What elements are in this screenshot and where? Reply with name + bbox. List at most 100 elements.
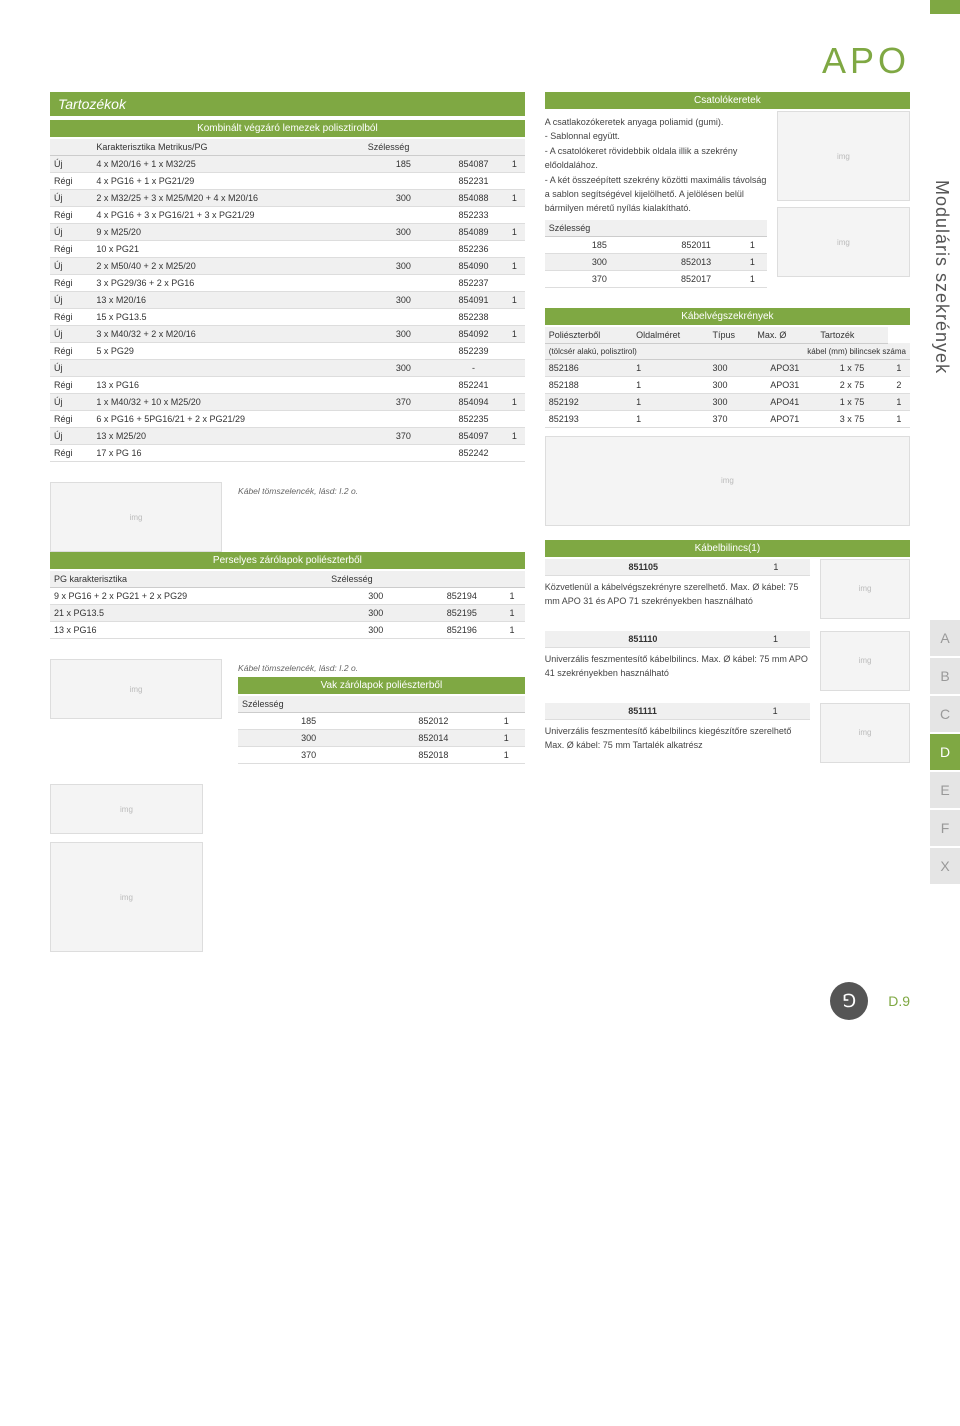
cell: 1: [499, 622, 525, 639]
side-vertical-label: Moduláris szekrények: [931, 180, 952, 374]
cell: 852236: [443, 241, 504, 258]
table-row: Új13 x M20/163008540911: [50, 292, 525, 309]
cell: 10 x PG21: [92, 241, 363, 258]
cell: [504, 241, 525, 258]
vak-header: Vak zárólapok poliészterből: [238, 677, 525, 694]
cell: 854094: [443, 394, 504, 411]
cell: 3 x PG29/36 + 2 x PG16: [92, 275, 363, 292]
cell: APO31: [753, 376, 816, 393]
cell: 852192: [545, 393, 632, 410]
cell: 300: [327, 588, 424, 605]
col-header: [424, 571, 499, 588]
cell: 300: [709, 376, 754, 393]
cell: Új: [50, 394, 92, 411]
table-row: 8521931370APO713 x 751: [545, 410, 910, 427]
table-row: Régi13 x PG16852241: [50, 377, 525, 394]
cell: 852239: [443, 343, 504, 360]
col-header: [379, 696, 487, 713]
cell: 852231: [443, 173, 504, 190]
table-row: Régi4 x PG16 + 3 x PG16/21 + 3 x PG21/29…: [50, 207, 525, 224]
table-row: 3008520131: [545, 253, 767, 270]
cell: 3 x 75: [816, 410, 887, 427]
cell: [504, 309, 525, 326]
cell: 4 x PG16 + 1 x PG21/29: [92, 173, 363, 190]
cell: 852238: [443, 309, 504, 326]
cell: 300: [364, 326, 443, 343]
cell: 9 x M25/20: [92, 224, 363, 241]
cell: Új: [50, 326, 92, 343]
cell: 1: [488, 730, 525, 747]
cell: [364, 309, 443, 326]
cell: 13 x PG16: [50, 622, 327, 639]
table-row: Új13 x M25/203708540971: [50, 428, 525, 445]
cell: 854097: [443, 428, 504, 445]
table-row: Új2 x M50/40 + 2 x M25/203008540901: [50, 258, 525, 275]
cell: [504, 377, 525, 394]
side-tab-f[interactable]: F: [930, 810, 960, 848]
cell: [504, 207, 525, 224]
table-row: 3708520171: [545, 270, 767, 287]
cell: 852193: [545, 410, 632, 427]
side-tab-d[interactable]: D: [930, 734, 960, 772]
cell: 3 x M40/32 + 2 x M20/16: [92, 326, 363, 343]
col-header: [738, 220, 767, 237]
cell: 15 x PG13.5: [92, 309, 363, 326]
cell: 4 x PG16 + 3 x PG16/21 + 3 x PG21/29: [92, 207, 363, 224]
bilincs-header: Kábelbilincs(1): [545, 540, 910, 557]
kv-sub: (tölcsér alakú, polisztirol): [545, 343, 754, 359]
col-header: [443, 139, 504, 156]
cell: 1: [488, 747, 525, 764]
cell: 300: [327, 605, 424, 622]
cell: 300: [364, 258, 443, 275]
cell: [504, 360, 525, 377]
product-image-plate: img: [50, 482, 222, 552]
cell: [364, 377, 443, 394]
table-row: Új2 x M32/25 + 3 x M25/M20 + 4 x M20/163…: [50, 190, 525, 207]
cell: 300: [238, 730, 379, 747]
table-row: Új4 x M20/16 + 1 x M32/251858540871: [50, 156, 525, 173]
cell: 1: [632, 376, 708, 393]
cell: Régi: [50, 445, 92, 462]
csat-table: Szélesség 185852011130085201313708520171: [545, 220, 767, 288]
product-image-persely: img: [50, 659, 222, 719]
table-row: Régi15 x PG13.5852238: [50, 309, 525, 326]
cell: 4 x M20/16 + 1 x M32/25: [92, 156, 363, 173]
table-row: Régi4 x PG16 + 1 x PG21/29852231: [50, 173, 525, 190]
side-tab-c[interactable]: C: [930, 696, 960, 734]
cell: 2 x 75: [816, 376, 887, 393]
caption-tomszel-2: Kábel tömszelencék, lásd: I.2 o.: [238, 663, 525, 673]
cell: [504, 411, 525, 428]
cell: Új: [50, 224, 92, 241]
cell: 1: [499, 605, 525, 622]
cell: 852011: [654, 236, 738, 253]
cell: 1: [504, 224, 525, 241]
table-row: Új9 x M25/203008540891: [50, 224, 525, 241]
kv-sub2: kábel (mm) bilincsek száma: [753, 343, 910, 359]
side-tab-e[interactable]: E: [930, 772, 960, 810]
kabelveg-table: PoliészterbőlOldalméretTípusMax. ØTartoz…: [545, 327, 910, 428]
cell: [504, 343, 525, 360]
cell: 6 x PG16 + 5PG16/21 + 2 x PG21/29: [92, 411, 363, 428]
col-header: [499, 571, 525, 588]
cell: [92, 360, 363, 377]
cell: 854090: [443, 258, 504, 275]
col-header: Szélesség: [327, 571, 424, 588]
table-row: 8521921300APO411 x 751: [545, 393, 910, 410]
table-row: 8521861300APO311 x 751: [545, 359, 910, 376]
col-header: [654, 220, 738, 237]
table-row: 21 x PG13.53008521951: [50, 605, 525, 622]
side-tab-a[interactable]: A: [930, 620, 960, 658]
cell: 1: [504, 156, 525, 173]
cell: 2 x M50/40 + 2 x M25/20: [92, 258, 363, 275]
csat-desc: A csatlakozókeretek anyaga poliamid (gum…: [545, 111, 767, 220]
side-tab-x[interactable]: X: [930, 848, 960, 886]
cell: [364, 241, 443, 258]
side-tabs: ABCDEFX: [930, 620, 960, 886]
cell: 370: [709, 410, 754, 427]
cell: Új: [50, 292, 92, 309]
side-tab-b[interactable]: B: [930, 658, 960, 696]
cell: Új: [50, 156, 92, 173]
cell: 852012: [379, 713, 487, 730]
perselyes-table: PG karakterisztikaSzélesség 9 x PG16 + 2…: [50, 571, 525, 639]
table-row: 8521881300APO312 x 752: [545, 376, 910, 393]
